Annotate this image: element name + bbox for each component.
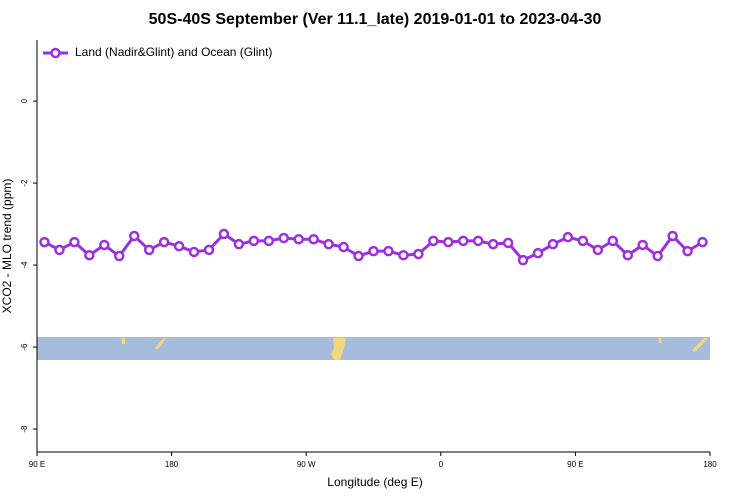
point bbox=[667, 230, 678, 242]
point bbox=[652, 250, 663, 262]
point bbox=[338, 241, 349, 253]
point bbox=[69, 236, 80, 248]
point bbox=[428, 235, 439, 247]
y-tick-label: -4 bbox=[20, 261, 29, 269]
legend-label: Land (Nadir&Glint) and Ocean (Glint) bbox=[75, 45, 272, 59]
point bbox=[323, 238, 334, 250]
point bbox=[398, 249, 409, 261]
point bbox=[248, 235, 260, 247]
x-tick-label: 90 W bbox=[297, 460, 316, 469]
y-tick-label: -8 bbox=[20, 425, 29, 433]
point bbox=[114, 250, 125, 262]
point bbox=[233, 238, 245, 250]
land-ocean-strip bbox=[37, 337, 710, 360]
point bbox=[39, 236, 50, 248]
point bbox=[457, 235, 469, 247]
point bbox=[278, 232, 290, 244]
point bbox=[413, 248, 424, 260]
point bbox=[562, 231, 574, 243]
point bbox=[173, 240, 185, 252]
point bbox=[368, 245, 379, 257]
point bbox=[532, 247, 544, 259]
point bbox=[637, 239, 648, 251]
point bbox=[353, 250, 364, 262]
point bbox=[293, 233, 304, 245]
point bbox=[54, 244, 65, 256]
point bbox=[577, 235, 589, 247]
chart-title: 50S-40S September (Ver 11.1_late) 2019-0… bbox=[149, 11, 602, 28]
point bbox=[502, 237, 514, 249]
y-tick-label: -6 bbox=[20, 343, 29, 351]
point bbox=[203, 244, 215, 256]
point bbox=[487, 238, 499, 250]
x-tick-label: 0 bbox=[439, 460, 444, 469]
legend-marker bbox=[50, 47, 61, 59]
point bbox=[622, 249, 633, 261]
point bbox=[472, 235, 484, 247]
y-axis-label: XCO2 - MLO trend (ppm) bbox=[0, 179, 14, 314]
x-tick-label: 90 E bbox=[29, 460, 45, 469]
x-tick-label: 90 E bbox=[567, 460, 583, 469]
point bbox=[99, 239, 110, 251]
point bbox=[308, 233, 319, 245]
point bbox=[128, 230, 140, 242]
x-axis-label: Longitude (deg E) bbox=[327, 475, 422, 489]
y-tick-label: 0 bbox=[20, 98, 29, 103]
x-tick-label: 180 bbox=[165, 460, 179, 469]
point bbox=[158, 236, 170, 248]
point bbox=[443, 236, 454, 248]
point bbox=[143, 244, 155, 256]
point bbox=[188, 246, 200, 258]
x-tick-label: 180 bbox=[703, 460, 717, 469]
point bbox=[263, 235, 275, 247]
y-tick-label: -2 bbox=[20, 179, 29, 187]
point bbox=[383, 245, 394, 257]
point bbox=[682, 245, 693, 257]
point bbox=[547, 238, 559, 250]
point bbox=[697, 236, 708, 248]
point bbox=[517, 254, 529, 266]
point bbox=[592, 244, 604, 256]
point bbox=[607, 235, 619, 247]
point bbox=[84, 249, 95, 261]
point bbox=[218, 228, 230, 240]
